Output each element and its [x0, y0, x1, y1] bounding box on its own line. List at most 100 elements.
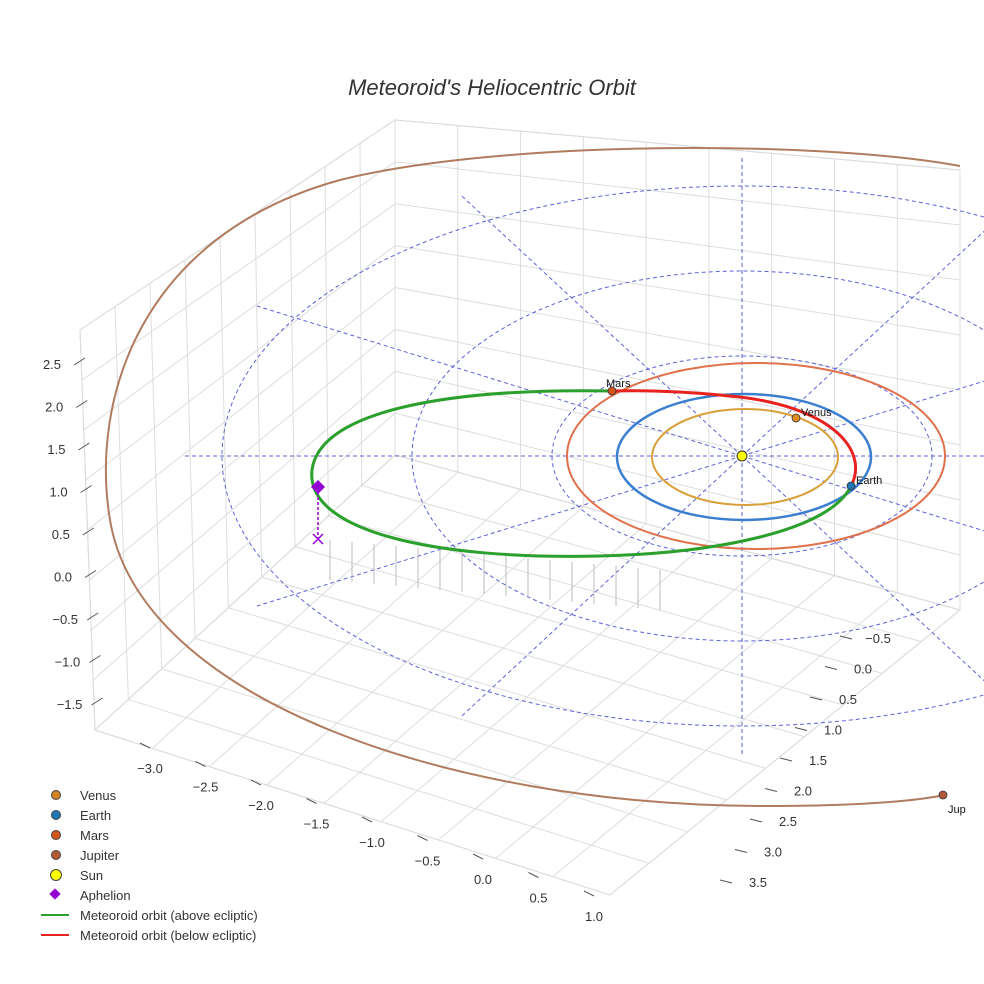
y-tick-label: 3.0 — [764, 845, 782, 860]
mars-orbit — [566, 362, 946, 550]
planet-markers: Venus Earth Mars Jup — [606, 378, 966, 816]
mars-marker — [607, 386, 617, 396]
z-tick-mark — [75, 400, 88, 408]
z-tick-label: 1.5 — [47, 442, 65, 457]
z-tick-mark — [73, 357, 86, 366]
legend-symbol — [40, 825, 72, 845]
venus-label: Venus — [801, 407, 832, 419]
jupiter-label: Jup — [948, 804, 966, 816]
grid-line — [394, 328, 961, 446]
grid-line — [92, 412, 396, 681]
grid-line — [394, 454, 961, 611]
y-tick-mark — [779, 757, 793, 762]
y-tick-label: 2.5 — [779, 814, 797, 829]
z-tick-mark — [84, 570, 97, 578]
legend-item: Mars — [40, 825, 340, 845]
z-tick-mark — [86, 612, 99, 621]
grid-line — [438, 557, 772, 841]
x-tick-mark — [583, 890, 595, 897]
legend-label: Sun — [80, 867, 104, 883]
grid-line — [128, 698, 650, 864]
legend-item: Meteoroid orbit (above ecliptic) — [40, 905, 340, 925]
earth-orbit — [615, 392, 873, 522]
grid-line — [90, 370, 396, 631]
grid-line — [394, 203, 961, 281]
grid-line — [328, 515, 883, 674]
z-tick-label: −1.0 — [55, 655, 81, 670]
grid-line — [394, 245, 961, 336]
meteoroid-orbit-above — [310, 389, 853, 558]
grid-line — [89, 328, 396, 581]
aphelion-marker — [311, 480, 325, 494]
grid-line — [94, 454, 396, 731]
legend-item: Sun — [40, 865, 340, 885]
legend-label: Earth — [80, 807, 112, 823]
grid-line — [83, 203, 396, 431]
grid-line — [228, 607, 766, 769]
grid-line — [94, 729, 611, 896]
grid-line — [394, 119, 961, 171]
legend-item: Venus — [40, 785, 340, 805]
x-tick-label: 1.0 — [585, 909, 603, 924]
z-tick-label: −1.5 — [57, 697, 83, 712]
x-tick-mark — [306, 798, 317, 804]
x-tick-mark — [195, 761, 206, 767]
legend-label: Aphelion — [80, 887, 131, 903]
x-tick-mark — [472, 853, 484, 860]
y-tick-label: 1.5 — [809, 753, 827, 768]
earth-label: Earth — [856, 475, 882, 487]
legend-label: Venus — [80, 787, 117, 803]
axis-ticks: −3.0 −2.5 −2.0 −1.5 −1.0 −0.5 0.0 0.5 1.0 −0.5 0.0… — [43, 357, 891, 924]
jupiter-orbit — [104, 146, 961, 808]
y-tick-mark — [824, 666, 838, 670]
grid-spoke — [461, 455, 743, 717]
legend-item: Aphelion — [40, 885, 340, 905]
x-tick-label: −2.5 — [193, 780, 219, 795]
venus-orbit — [651, 408, 839, 506]
grid-line — [394, 287, 961, 391]
legend-symbol — [40, 805, 72, 825]
grid-line — [361, 485, 922, 643]
axes-panes — [79, 119, 962, 896]
legend-label: Meteoroid orbit (below ecliptic) — [80, 927, 257, 943]
meteoroid-orbit-below — [611, 389, 857, 487]
y-tick-mark — [794, 727, 808, 731]
y-tick-mark — [839, 635, 853, 640]
grid-line — [151, 471, 459, 749]
y-tick-label: 3.5 — [749, 875, 767, 890]
z-tick-label: 0.5 — [52, 527, 70, 542]
grid-line — [380, 540, 710, 823]
grid-line — [85, 245, 396, 481]
legend: Venus Earth Mars Jupiter Sun Aphelion Meteoroi… — [40, 785, 340, 945]
y-tick-mark — [764, 788, 778, 792]
grid-line — [394, 370, 961, 501]
grid-line — [194, 637, 727, 801]
planet-orbits — [104, 146, 961, 808]
x-tick-mark — [417, 835, 428, 841]
legend-symbol — [40, 785, 72, 805]
grid-line — [87, 287, 396, 531]
legend-item: Jupiter — [40, 845, 340, 865]
z-tick-label: 0.0 — [54, 570, 72, 585]
legend-item: Meteoroid orbit (below ecliptic) — [40, 925, 340, 945]
grid-spoke — [256, 305, 743, 457]
x-tick-label: 0.5 — [529, 891, 547, 906]
y-tick-label: 0.5 — [839, 692, 857, 707]
z-tick-mark — [80, 485, 92, 493]
x-tick-label: −0.5 — [415, 854, 441, 869]
z-tick-label: −0.5 — [52, 612, 78, 627]
earth-marker — [846, 481, 856, 491]
z-tick-mark — [78, 442, 90, 451]
z-tick-mark — [91, 697, 103, 706]
x-tick-label: −1.0 — [359, 835, 385, 850]
legend-symbol — [40, 925, 72, 945]
grid-line — [266, 506, 584, 786]
jupiter-marker — [938, 790, 948, 800]
grid-line — [495, 575, 835, 859]
grid-spoke — [741, 455, 984, 532]
y-tick-label: 1.0 — [824, 723, 842, 738]
grid-line — [294, 546, 844, 706]
chart-title: Meteoroid's Heliocentric Orbit — [348, 75, 637, 100]
x-tick-label: 0.0 — [474, 872, 492, 887]
